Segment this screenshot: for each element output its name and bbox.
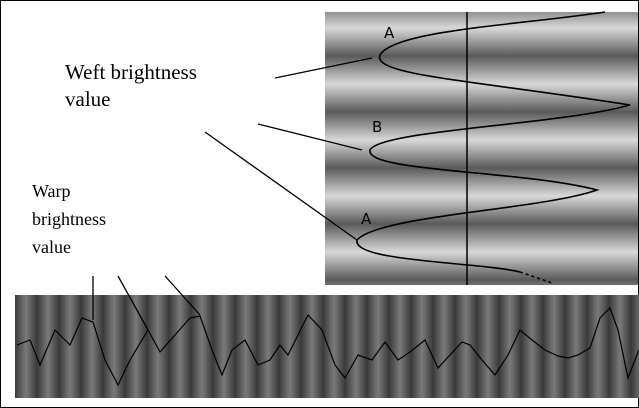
- marker-label: A: [384, 24, 395, 42]
- warp-image: [15, 295, 639, 398]
- warp-label: value: [32, 237, 71, 257]
- weft-label: value: [65, 87, 110, 111]
- warp-texture: [15, 295, 639, 398]
- figure: A B A Weft brightness value Warp brightn…: [0, 0, 639, 408]
- warp-label: brightness: [32, 209, 106, 229]
- warp-label: Warp: [32, 181, 71, 201]
- weft-label: Weft brightness: [65, 60, 197, 84]
- weft-image: A B A: [325, 12, 638, 285]
- marker-label: A: [361, 210, 372, 228]
- marker-label: B: [372, 118, 382, 136]
